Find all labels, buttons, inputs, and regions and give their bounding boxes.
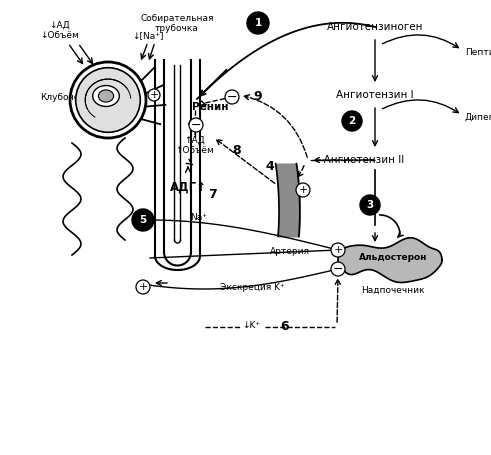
Circle shape	[331, 262, 345, 276]
Text: 7: 7	[209, 188, 218, 202]
Text: Экскреция K⁺: Экскреция K⁺	[220, 283, 285, 292]
Text: Ангиотензиноген: Ангиотензиноген	[327, 22, 423, 32]
Text: Na⁺: Na⁺	[190, 213, 207, 222]
Text: 4: 4	[266, 161, 274, 173]
Polygon shape	[338, 238, 442, 283]
Text: 1: 1	[254, 18, 262, 28]
Text: ↓АД
↓Объём: ↓АД ↓Объём	[41, 20, 80, 40]
Text: ↓K⁺: ↓K⁺	[242, 320, 260, 329]
Text: 5: 5	[139, 215, 147, 225]
Text: Ангиотензин I: Ангиотензин I	[336, 90, 414, 100]
Text: 2: 2	[349, 116, 355, 126]
Text: 3: 3	[366, 200, 374, 210]
Circle shape	[136, 280, 150, 294]
Circle shape	[189, 118, 203, 132]
Circle shape	[360, 195, 380, 215]
Circle shape	[136, 211, 150, 225]
Text: Дипептид: Дипептид	[465, 112, 491, 121]
Ellipse shape	[98, 90, 113, 102]
Text: ↓[Na⁺]: ↓[Na⁺]	[132, 31, 164, 40]
Text: ↑АД
↑Объём: ↑АД ↑Объём	[176, 135, 215, 155]
Circle shape	[342, 111, 362, 131]
Text: +: +	[299, 185, 308, 195]
Text: Надпочечник: Надпочечник	[361, 286, 425, 295]
Circle shape	[70, 62, 146, 138]
Ellipse shape	[93, 86, 119, 106]
Text: −: −	[333, 263, 343, 275]
Text: Альдостерон: Альдостерон	[359, 253, 427, 262]
Circle shape	[296, 183, 310, 197]
Text: 6: 6	[281, 320, 289, 334]
Text: 9: 9	[254, 91, 262, 103]
Text: +: +	[138, 282, 148, 292]
Text: +: +	[149, 90, 159, 100]
Text: Пептид: Пептид	[465, 47, 491, 56]
Circle shape	[132, 209, 154, 231]
Circle shape	[247, 12, 269, 34]
Text: −: −	[191, 118, 201, 131]
Text: +: +	[138, 213, 148, 223]
Text: АДГ↑: АДГ↑	[169, 181, 207, 193]
Text: Артерия: Артерия	[270, 248, 310, 257]
Text: 8: 8	[233, 143, 241, 157]
Circle shape	[331, 243, 345, 257]
Circle shape	[225, 90, 239, 104]
Circle shape	[148, 89, 160, 101]
Text: Ренин: Ренин	[192, 102, 228, 112]
Text: Клубочек: Клубочек	[40, 92, 85, 101]
Text: Собирательная
трубочка: Собирательная трубочка	[140, 14, 214, 33]
Text: — Ангиотензин II: — Ангиотензин II	[310, 155, 404, 165]
Text: +: +	[333, 245, 343, 255]
Circle shape	[76, 68, 140, 132]
Text: −: −	[227, 91, 237, 103]
